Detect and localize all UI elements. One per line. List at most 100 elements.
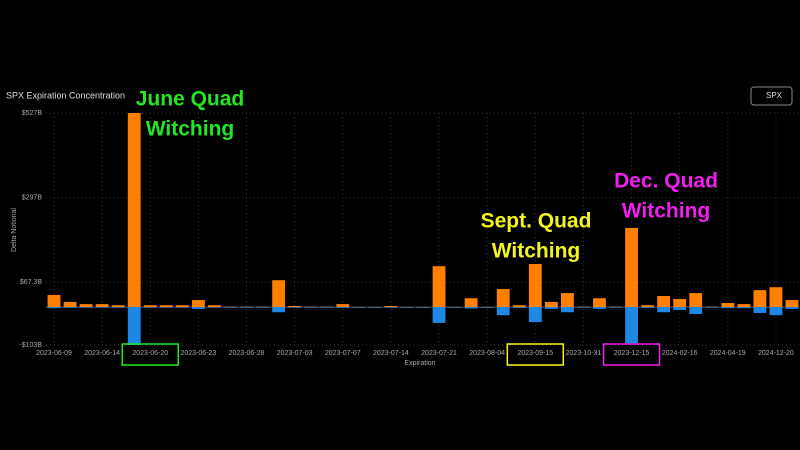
bar	[593, 298, 606, 308]
bar	[544, 301, 558, 308]
bar	[769, 307, 783, 316]
bar	[111, 305, 125, 308]
annotation: Witching	[146, 118, 234, 141]
bar	[577, 307, 590, 308]
bar	[528, 307, 542, 323]
x-tick-label: 2023-06-23	[180, 350, 216, 357]
x-tick-label: 2024-04-19	[710, 350, 746, 357]
bar	[432, 266, 446, 308]
annotation: Sept. Quad	[481, 210, 592, 233]
x-tick-label: 2023-12-15	[614, 350, 650, 357]
bar	[512, 307, 526, 308]
bar	[288, 307, 302, 308]
bar	[288, 305, 302, 308]
bar	[240, 307, 253, 308]
bar	[609, 307, 622, 308]
bar	[769, 287, 783, 308]
bar	[737, 307, 751, 309]
bar	[560, 307, 574, 313]
y-tick-label: $297B	[22, 195, 43, 202]
x-tick-label: 2023-10-31	[566, 350, 602, 357]
bar	[544, 307, 558, 309]
bar	[63, 301, 77, 308]
x-tick-label: 2023-07-14	[373, 350, 409, 357]
highlight-box	[602, 343, 661, 366]
annotation: June Quad	[136, 88, 245, 111]
bar	[657, 296, 671, 308]
x-tick-label: 2023-06-20	[132, 350, 168, 357]
x-tick-label: 2023-07-21	[421, 350, 457, 357]
bar	[737, 304, 751, 308]
bar	[208, 307, 221, 308]
bar	[416, 307, 430, 308]
bar	[47, 307, 61, 309]
bar	[496, 307, 510, 316]
bar	[320, 306, 334, 308]
bar	[593, 307, 606, 309]
bar	[480, 307, 494, 308]
bar	[609, 306, 622, 308]
x-tick-label: 2023-07-03	[277, 350, 313, 357]
bar	[352, 307, 366, 308]
bar	[320, 307, 334, 308]
symbol-button-label[interactable]: SPX	[766, 91, 783, 100]
bar	[256, 307, 269, 308]
bar	[753, 290, 767, 308]
bar	[143, 305, 157, 308]
symbol-button[interactable]	[750, 86, 793, 106]
bar	[224, 306, 237, 308]
bar	[785, 307, 799, 309]
bar	[641, 307, 655, 308]
bar	[240, 306, 253, 308]
bar	[336, 307, 350, 308]
bar	[256, 306, 269, 308]
bar	[528, 263, 542, 308]
x-tick-label: 2024-02-16	[662, 350, 698, 357]
bar	[127, 307, 141, 345]
annotation: Witching	[622, 200, 710, 223]
bar	[208, 305, 221, 308]
bar	[464, 298, 478, 308]
bar	[512, 305, 526, 308]
x-tick-label: 2023-06-28	[229, 350, 265, 357]
chart-title: SPX Expiration Concentration	[6, 90, 125, 100]
bar	[304, 307, 318, 308]
bar	[63, 307, 77, 308]
bar	[191, 300, 205, 308]
bar	[689, 307, 703, 315]
highlight-box	[121, 343, 180, 366]
bar	[673, 298, 687, 308]
x-tick-label: 2023-09-15	[517, 350, 553, 357]
bar	[721, 303, 735, 308]
bar	[304, 306, 318, 308]
bar	[159, 305, 173, 308]
bar	[111, 307, 125, 308]
bar	[577, 306, 590, 308]
bar	[625, 307, 638, 344]
bar	[175, 305, 189, 308]
bar	[785, 300, 799, 308]
bar	[384, 305, 398, 308]
bar	[448, 307, 462, 308]
bar	[79, 307, 93, 308]
y-tick-label: $527B	[22, 110, 43, 117]
bar	[175, 307, 189, 308]
annotation: Dec. Quad	[614, 170, 718, 193]
bar	[95, 307, 109, 308]
bar	[95, 304, 109, 308]
bar	[368, 307, 382, 308]
bar	[721, 307, 735, 309]
y-tick-label: -$103B	[19, 342, 42, 349]
bar	[400, 307, 414, 308]
bar	[464, 307, 478, 309]
bar	[753, 307, 767, 313]
bar	[191, 307, 205, 309]
y-axis-label: Delta Notional	[11, 208, 18, 252]
x-tick-label: 2023-06-09	[36, 350, 72, 357]
x-tick-label: 2023-07-07	[325, 350, 361, 357]
bar	[625, 227, 638, 308]
highlight-box	[506, 343, 565, 366]
bar	[496, 289, 510, 308]
bar	[127, 113, 141, 308]
